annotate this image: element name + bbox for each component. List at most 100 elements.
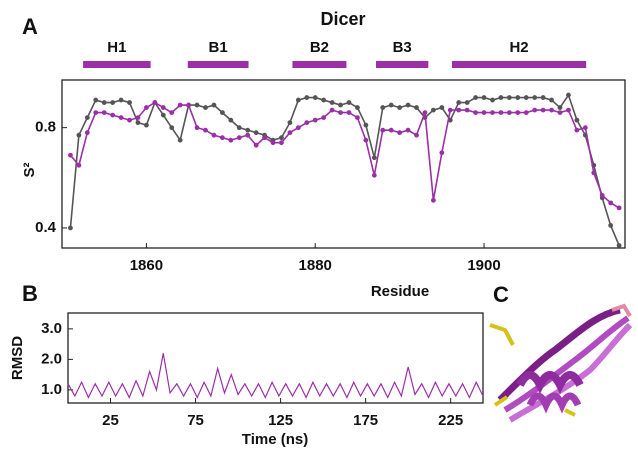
series-marker <box>582 125 588 131</box>
series-marker <box>321 97 327 103</box>
series-marker <box>169 110 175 115</box>
series-marker <box>219 110 225 115</box>
series-marker <box>456 100 462 105</box>
y-tick-label: 0.4 <box>35 219 57 236</box>
series-marker <box>194 125 200 131</box>
series-marker <box>194 102 200 108</box>
series-marker <box>355 115 360 121</box>
series-marker <box>388 127 394 133</box>
plot-frame <box>67 312 484 404</box>
series-marker <box>549 107 554 113</box>
series-marker <box>464 107 470 113</box>
series-marker <box>540 107 546 113</box>
series-marker <box>287 130 293 136</box>
series-marker <box>363 122 369 128</box>
secondary-structure-bar <box>187 61 249 68</box>
series-marker <box>346 110 352 115</box>
series-line <box>67 353 484 399</box>
x-tick-label: 1860 <box>130 257 163 274</box>
series-marker <box>574 117 580 123</box>
series-marker <box>245 132 251 138</box>
y-tick-label: 3.0 <box>41 320 62 337</box>
series-marker <box>397 130 403 136</box>
series-marker <box>355 105 360 110</box>
series-marker <box>523 95 529 100</box>
series-marker <box>169 125 175 131</box>
series-marker <box>253 130 259 136</box>
series-marker <box>473 95 478 100</box>
series-marker <box>498 95 504 100</box>
series-marker <box>515 95 521 100</box>
series-marker <box>439 105 445 110</box>
series-marker <box>506 110 512 115</box>
series-marker <box>236 135 242 141</box>
series-marker <box>236 125 242 131</box>
series-marker <box>490 110 495 115</box>
series-marker <box>414 132 419 138</box>
series-marker <box>414 105 419 110</box>
series-marker <box>152 100 158 105</box>
series-marker <box>118 97 124 103</box>
series-marker <box>380 127 386 133</box>
series-marker <box>380 105 386 110</box>
series-marker <box>321 115 327 121</box>
secondary-structure-label: B3 <box>393 39 412 56</box>
series-marker <box>371 172 377 178</box>
series-marker <box>84 130 90 136</box>
series-marker <box>68 152 73 158</box>
series-marker <box>523 110 529 115</box>
series-marker <box>127 117 132 123</box>
series-marker <box>338 102 343 108</box>
series-marker <box>498 110 504 115</box>
series-marker <box>329 100 335 105</box>
series-marker <box>591 170 597 176</box>
x-tick-label: 1900 <box>467 257 500 274</box>
series-marker <box>245 127 251 133</box>
series-marker <box>346 100 352 105</box>
series-marker <box>540 95 546 100</box>
series-marker <box>388 102 394 108</box>
series-marker <box>312 117 318 123</box>
series-marker <box>405 102 411 108</box>
series-marker <box>253 142 259 148</box>
series-marker <box>599 192 605 198</box>
x-tick-label: 175 <box>353 412 378 429</box>
series-line <box>69 101 620 209</box>
series-marker <box>304 95 310 100</box>
series-marker <box>422 110 428 115</box>
series-marker <box>144 105 149 110</box>
y-tick-label: 2.0 <box>41 350 62 367</box>
series-marker <box>211 102 217 108</box>
series-marker <box>219 135 225 141</box>
x-axis-label: Time (ns) <box>242 431 308 448</box>
secondary-structure-bar <box>451 61 587 68</box>
series-marker <box>312 95 318 100</box>
series-marker <box>490 97 495 103</box>
series-marker <box>430 107 436 113</box>
series-marker <box>532 107 538 113</box>
series-marker <box>439 150 445 156</box>
series-marker <box>557 105 563 110</box>
series-marker <box>135 120 141 126</box>
secondary-structure-label: B1 <box>209 39 228 56</box>
series-marker <box>203 127 208 133</box>
series-marker <box>228 117 234 123</box>
chart-title: Dicer <box>320 9 365 29</box>
series-marker <box>76 132 82 138</box>
panel-label: A <box>22 14 38 39</box>
series-marker <box>84 115 90 121</box>
secondary-structure-bar <box>375 61 429 68</box>
series-marker <box>101 100 107 105</box>
series-marker <box>228 137 234 143</box>
series-marker <box>515 110 521 115</box>
series-marker <box>405 127 411 133</box>
y-axis-label: S² <box>21 162 38 177</box>
x-axis-label: Residue <box>371 283 429 300</box>
secondary-structure-label: H1 <box>107 39 126 56</box>
secondary-structure-bar <box>292 61 347 68</box>
series-marker <box>144 122 149 128</box>
series-marker <box>118 115 124 121</box>
series-marker <box>506 95 512 100</box>
series-marker <box>135 115 141 121</box>
y-tick-label: 0.8 <box>35 119 56 136</box>
